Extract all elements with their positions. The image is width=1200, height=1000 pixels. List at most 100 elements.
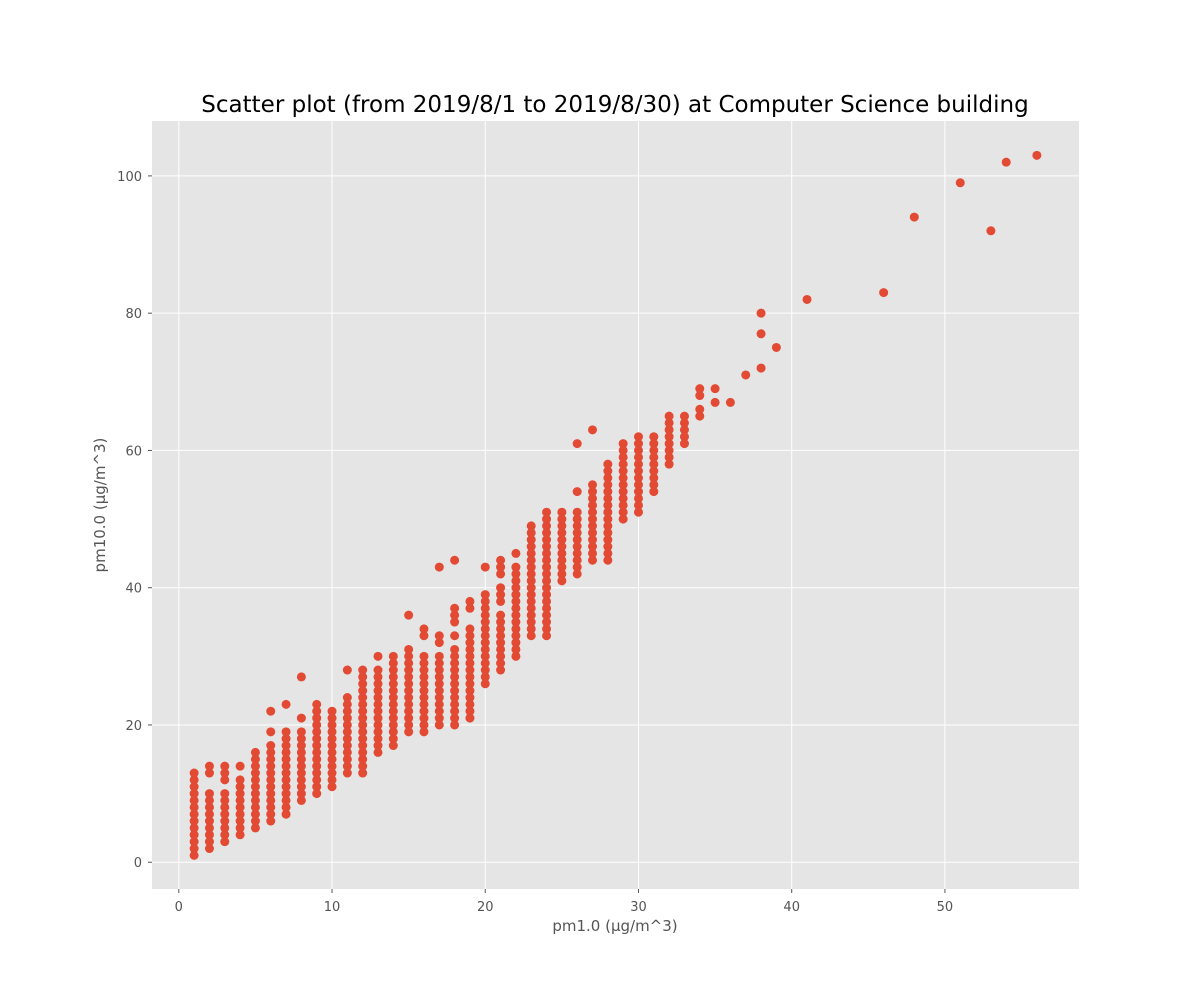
data-point	[496, 583, 506, 593]
data-point	[296, 768, 306, 778]
data-point	[296, 761, 306, 771]
data-point	[511, 583, 521, 593]
data-point	[480, 590, 490, 600]
data-point	[342, 734, 352, 744]
x-tick-label: 40	[783, 900, 800, 915]
data-point	[679, 418, 689, 428]
data-point	[373, 665, 383, 675]
data-point	[358, 741, 368, 751]
data-point	[250, 761, 260, 771]
data-point	[618, 473, 628, 483]
data-point	[511, 617, 521, 627]
y-tick-label: 100	[117, 170, 142, 185]
data-point	[189, 795, 199, 805]
data-point	[373, 679, 383, 689]
data-point	[480, 562, 490, 572]
data-point	[419, 672, 429, 682]
data-point	[649, 487, 659, 497]
data-point	[909, 212, 919, 222]
data-point	[388, 706, 398, 716]
data-point	[388, 720, 398, 730]
data-point	[296, 734, 306, 744]
data-point	[450, 665, 460, 675]
data-point	[465, 651, 475, 661]
data-point	[542, 521, 552, 531]
data-point	[588, 480, 598, 490]
data-point	[618, 487, 628, 497]
data-point	[572, 487, 582, 497]
data-point	[572, 507, 582, 517]
data-point	[388, 658, 398, 668]
data-point	[542, 542, 552, 552]
data-point	[388, 741, 398, 751]
data-point	[450, 555, 460, 565]
data-point	[603, 528, 613, 538]
data-point	[235, 795, 245, 805]
data-point	[588, 425, 598, 435]
data-point	[542, 610, 552, 620]
data-point	[542, 514, 552, 524]
data-point	[465, 596, 475, 606]
data-point	[250, 809, 260, 819]
data-point	[266, 754, 276, 764]
data-point	[434, 665, 444, 675]
data-point	[633, 493, 643, 503]
data-point	[618, 452, 628, 462]
data-point	[434, 638, 444, 648]
data-point	[480, 617, 490, 627]
data-point	[511, 644, 521, 654]
data-point	[771, 342, 781, 352]
data-point	[679, 432, 689, 442]
data-point	[235, 802, 245, 812]
data-point	[250, 775, 260, 785]
data-point	[342, 713, 352, 723]
data-point	[312, 761, 322, 771]
data-point	[281, 775, 291, 785]
data-point	[189, 844, 199, 854]
data-point	[342, 741, 352, 751]
data-point	[542, 569, 552, 579]
data-point	[756, 329, 766, 339]
data-point	[603, 521, 613, 531]
data-point	[526, 576, 536, 586]
data-point	[695, 384, 705, 394]
data-point	[572, 514, 582, 524]
data-point	[373, 706, 383, 716]
data-point	[480, 596, 490, 606]
data-point	[266, 768, 276, 778]
data-point	[281, 747, 291, 757]
data-points	[189, 150, 1042, 860]
data-point	[250, 816, 260, 826]
data-point	[235, 789, 245, 799]
data-point	[542, 507, 552, 517]
data-point	[358, 693, 368, 703]
data-point	[250, 802, 260, 812]
data-point	[557, 542, 567, 552]
data-point	[664, 432, 674, 442]
data-point	[633, 487, 643, 497]
data-point	[373, 686, 383, 696]
data-point	[296, 672, 306, 682]
data-point	[235, 761, 245, 771]
data-point	[312, 782, 322, 792]
y-tick-label: 0	[134, 856, 142, 871]
data-point	[373, 741, 383, 751]
data-point	[312, 706, 322, 716]
data-point	[480, 679, 490, 689]
data-point	[373, 747, 383, 757]
data-point	[250, 789, 260, 799]
data-point	[250, 768, 260, 778]
data-point	[327, 782, 337, 792]
data-point	[664, 418, 674, 428]
data-point	[358, 706, 368, 716]
x-tick-label: 10	[324, 900, 341, 915]
x-tick-label: 20	[477, 900, 494, 915]
data-point	[588, 528, 598, 538]
data-point	[250, 795, 260, 805]
data-point	[633, 480, 643, 490]
data-point	[480, 672, 490, 682]
data-point	[342, 768, 352, 778]
data-point	[281, 699, 291, 709]
data-point	[266, 761, 276, 771]
data-point	[419, 713, 429, 723]
